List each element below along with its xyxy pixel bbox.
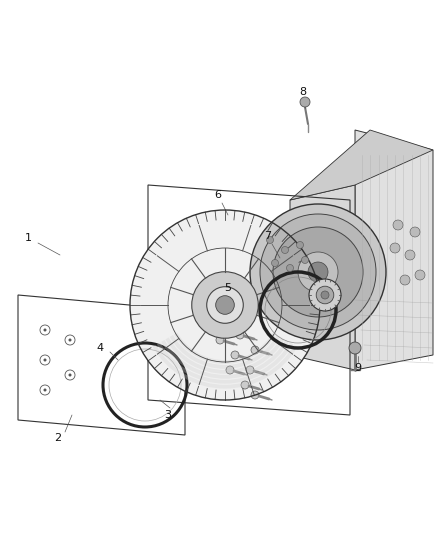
- Circle shape: [215, 296, 234, 314]
- Circle shape: [297, 241, 304, 248]
- Circle shape: [282, 246, 289, 254]
- Circle shape: [415, 270, 425, 280]
- Circle shape: [68, 338, 71, 342]
- Circle shape: [246, 366, 254, 374]
- Circle shape: [130, 210, 320, 400]
- Circle shape: [286, 264, 293, 271]
- Wedge shape: [174, 333, 276, 364]
- Polygon shape: [290, 130, 433, 200]
- Circle shape: [308, 262, 328, 282]
- Polygon shape: [290, 185, 355, 370]
- Wedge shape: [170, 335, 280, 369]
- Circle shape: [393, 220, 403, 230]
- Circle shape: [236, 331, 244, 339]
- Text: 7: 7: [265, 231, 272, 241]
- Text: 5: 5: [225, 283, 232, 293]
- Circle shape: [43, 389, 46, 392]
- Circle shape: [192, 272, 258, 338]
- Circle shape: [207, 287, 243, 324]
- Circle shape: [206, 301, 214, 309]
- Circle shape: [43, 328, 46, 332]
- Circle shape: [231, 351, 239, 359]
- Text: 6: 6: [215, 190, 222, 200]
- Circle shape: [400, 275, 410, 285]
- Wedge shape: [161, 340, 289, 379]
- Circle shape: [405, 250, 415, 260]
- Circle shape: [241, 381, 249, 389]
- Circle shape: [316, 286, 334, 304]
- Circle shape: [410, 227, 420, 237]
- Circle shape: [226, 366, 234, 374]
- Text: 1: 1: [25, 233, 32, 243]
- Circle shape: [301, 256, 308, 263]
- Circle shape: [349, 342, 361, 354]
- Circle shape: [273, 227, 363, 317]
- Text: 3: 3: [165, 410, 172, 420]
- Wedge shape: [157, 342, 293, 384]
- Text: 8: 8: [300, 87, 307, 97]
- Polygon shape: [355, 130, 433, 370]
- Circle shape: [216, 336, 224, 344]
- Circle shape: [251, 346, 259, 354]
- Wedge shape: [152, 345, 297, 389]
- Circle shape: [260, 214, 376, 330]
- Circle shape: [300, 97, 310, 107]
- Circle shape: [309, 279, 341, 311]
- Circle shape: [266, 237, 273, 244]
- Wedge shape: [166, 337, 285, 374]
- Circle shape: [390, 243, 400, 253]
- Circle shape: [298, 252, 338, 292]
- Text: 9: 9: [354, 363, 361, 373]
- Circle shape: [321, 291, 329, 299]
- Circle shape: [251, 391, 259, 399]
- Circle shape: [68, 374, 71, 376]
- Text: 2: 2: [54, 433, 62, 443]
- Circle shape: [221, 316, 229, 324]
- Circle shape: [250, 204, 386, 340]
- Text: 4: 4: [96, 343, 103, 353]
- Circle shape: [43, 359, 46, 361]
- Circle shape: [272, 260, 279, 266]
